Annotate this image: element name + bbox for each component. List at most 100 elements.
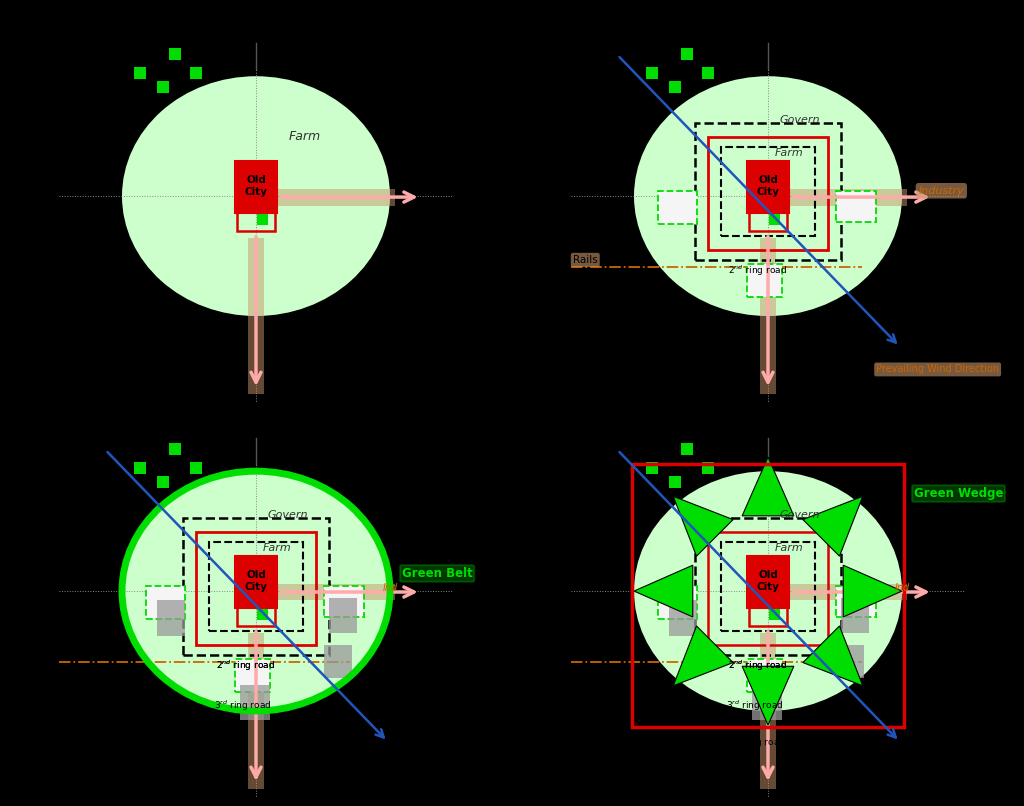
Bar xyxy=(695,123,841,260)
Bar xyxy=(646,67,657,79)
Text: Old
City: Old City xyxy=(757,175,779,197)
Polygon shape xyxy=(742,667,794,725)
Bar xyxy=(278,189,394,206)
Text: Rails: Rails xyxy=(572,255,598,265)
Bar xyxy=(752,685,782,721)
Bar xyxy=(790,189,906,206)
Text: Ind: Ind xyxy=(383,583,398,593)
Bar xyxy=(760,239,776,393)
Bar xyxy=(702,67,714,79)
Bar xyxy=(670,600,697,636)
Text: Prevailing Wind Direction: Prevailing Wind Direction xyxy=(877,364,999,375)
Bar xyxy=(236,556,276,608)
Bar xyxy=(748,161,788,213)
Bar xyxy=(278,584,394,600)
Bar xyxy=(746,264,782,297)
Bar xyxy=(134,67,145,79)
Text: Farm: Farm xyxy=(775,543,804,553)
Bar xyxy=(670,81,681,93)
Bar xyxy=(158,600,185,636)
Bar xyxy=(760,634,776,788)
Text: Ind: Ind xyxy=(895,583,910,593)
Text: 2$^{nd}$ ring road: 2$^{nd}$ ring road xyxy=(216,659,275,673)
Polygon shape xyxy=(742,457,794,516)
Bar xyxy=(234,659,270,692)
Text: Old
City: Old City xyxy=(245,570,267,592)
Text: Farm: Farm xyxy=(775,148,804,158)
Text: 2$^{nd}$ ring road: 2$^{nd}$ ring road xyxy=(216,659,275,673)
Bar xyxy=(841,598,869,634)
Text: Farm: Farm xyxy=(263,543,292,553)
Polygon shape xyxy=(673,496,733,556)
Bar xyxy=(238,210,274,231)
Text: Green Belt: Green Belt xyxy=(401,567,472,580)
Text: 2$^{nd}$ ring road: 2$^{nd}$ ring road xyxy=(728,659,787,673)
Bar xyxy=(248,634,264,788)
Bar xyxy=(257,214,268,225)
Bar xyxy=(681,48,693,60)
Bar xyxy=(746,659,782,692)
Ellipse shape xyxy=(122,77,390,316)
Bar xyxy=(196,532,316,645)
Bar xyxy=(190,67,202,79)
Bar xyxy=(325,645,352,678)
Bar xyxy=(708,137,828,250)
Bar xyxy=(695,518,841,654)
Bar xyxy=(325,587,365,617)
Bar xyxy=(240,685,270,721)
Bar xyxy=(670,476,681,488)
Bar xyxy=(209,542,303,631)
Text: Govern: Govern xyxy=(267,510,308,520)
Bar xyxy=(837,645,864,678)
Bar xyxy=(750,210,786,231)
Bar xyxy=(145,587,185,619)
Text: Old
City: Old City xyxy=(757,570,779,592)
Bar xyxy=(681,443,693,455)
Bar xyxy=(169,443,181,455)
Bar xyxy=(790,584,906,600)
Text: Industry: Industry xyxy=(919,185,965,196)
Bar xyxy=(748,556,788,608)
Bar xyxy=(837,191,877,222)
Text: Old
City: Old City xyxy=(245,175,267,197)
Polygon shape xyxy=(634,565,693,617)
Bar xyxy=(158,476,169,488)
Bar xyxy=(769,609,780,621)
Bar xyxy=(721,542,815,631)
Text: 2$^{nd}$ ring road: 2$^{nd}$ ring road xyxy=(728,264,787,278)
Text: Farm: Farm xyxy=(289,130,322,143)
Text: Govern: Govern xyxy=(779,510,820,520)
Bar xyxy=(238,605,274,626)
Polygon shape xyxy=(673,626,733,686)
Ellipse shape xyxy=(634,472,902,711)
Bar xyxy=(169,48,181,60)
Bar xyxy=(236,161,276,213)
Bar xyxy=(158,81,169,93)
Bar xyxy=(657,587,697,619)
Bar xyxy=(248,239,264,393)
Bar xyxy=(183,518,329,654)
Bar xyxy=(769,214,780,225)
Bar xyxy=(657,191,697,224)
Text: 3$^{rd}$ ring road: 3$^{rd}$ ring road xyxy=(214,698,271,713)
Polygon shape xyxy=(843,565,902,617)
Bar xyxy=(837,587,877,617)
Polygon shape xyxy=(803,626,863,686)
Bar xyxy=(702,462,714,473)
Bar xyxy=(257,609,268,621)
Bar xyxy=(750,605,786,626)
Bar xyxy=(708,532,828,645)
Bar xyxy=(632,464,904,727)
Text: Govern: Govern xyxy=(779,115,820,125)
Text: 3$^{rd}$ ring road: 3$^{rd}$ ring road xyxy=(726,698,783,713)
Text: Green Wedge: Green Wedge xyxy=(913,487,1004,500)
Bar xyxy=(721,147,815,236)
Polygon shape xyxy=(803,496,863,556)
Ellipse shape xyxy=(634,77,902,316)
Bar xyxy=(134,462,145,473)
Ellipse shape xyxy=(122,472,390,711)
Text: 4$^{th}$ ring road: 4$^{th}$ ring road xyxy=(728,736,785,750)
Bar xyxy=(646,462,657,473)
Bar xyxy=(329,598,357,634)
Bar xyxy=(190,462,202,473)
